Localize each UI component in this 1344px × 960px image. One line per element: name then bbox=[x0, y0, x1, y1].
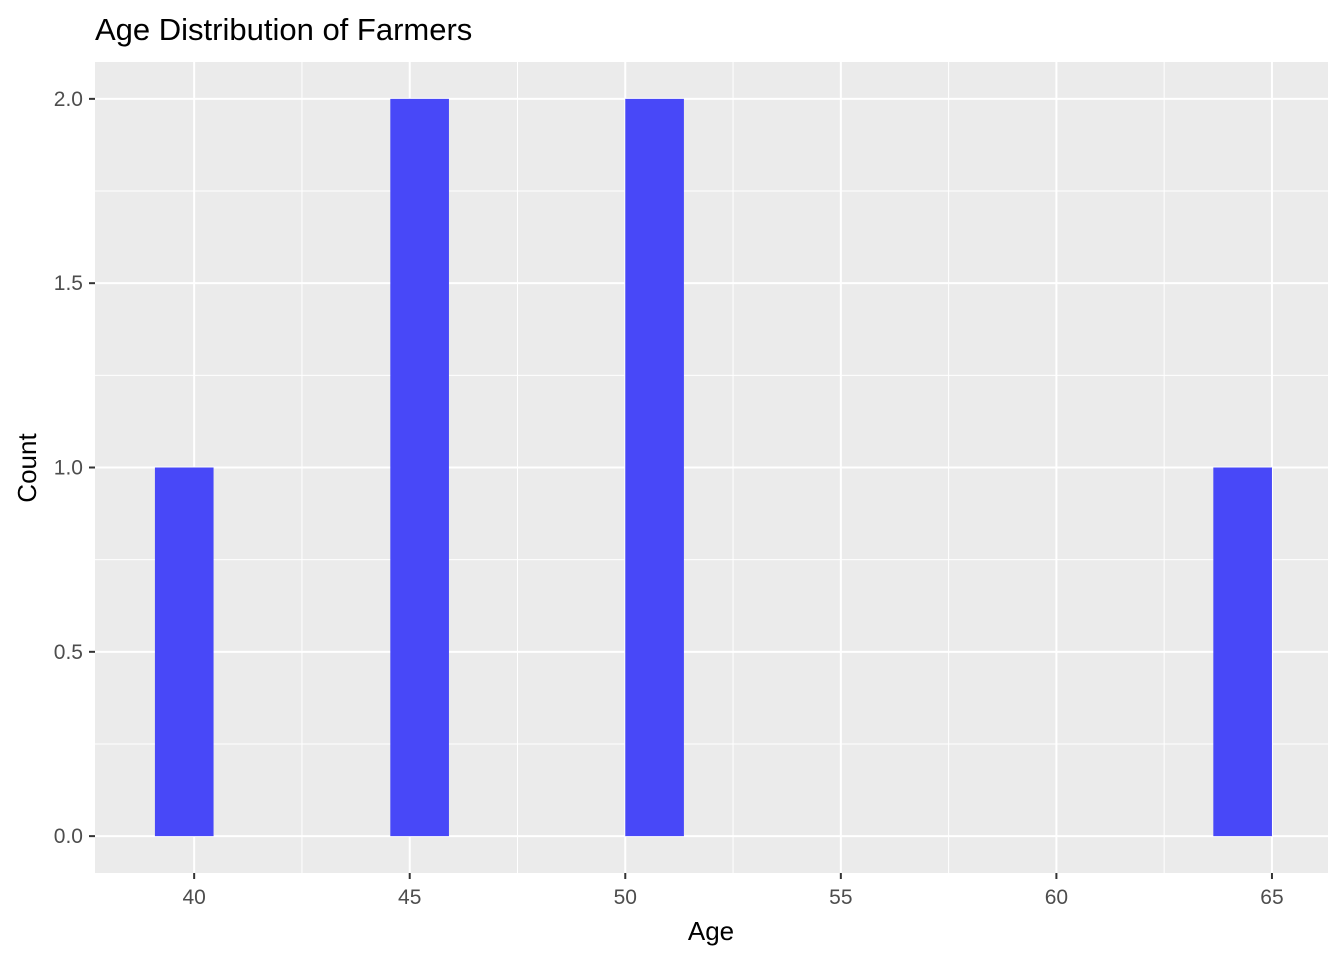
x-axis-title: Age bbox=[688, 916, 734, 946]
y-axis: 0.0 0.5 1.0 1.5 2.0 bbox=[54, 88, 95, 848]
x-axis: 40 45 50 55 60 65 bbox=[182, 873, 1284, 909]
chart-title: Age Distribution of Farmers bbox=[95, 12, 472, 47]
histogram-bar bbox=[1213, 467, 1272, 837]
y-tick-label: 0.0 bbox=[54, 825, 83, 848]
histogram-bar bbox=[390, 98, 449, 837]
y-tick-label: 1.5 bbox=[54, 272, 83, 295]
y-tick-label: 0.5 bbox=[54, 641, 83, 664]
x-tick-label: 45 bbox=[398, 886, 421, 909]
x-tick-label: 40 bbox=[182, 886, 205, 909]
x-tick-label: 60 bbox=[1045, 886, 1068, 909]
bars-group bbox=[154, 98, 1272, 837]
x-tick-label: 55 bbox=[829, 886, 852, 909]
y-tick-label: 1.0 bbox=[54, 457, 83, 480]
histogram-bar bbox=[154, 467, 214, 837]
x-tick-label: 50 bbox=[614, 886, 637, 909]
histogram-bar bbox=[625, 98, 684, 837]
x-tick-label: 65 bbox=[1260, 886, 1283, 909]
y-tick-label: 2.0 bbox=[54, 88, 83, 111]
y-axis-title: Count bbox=[12, 433, 42, 503]
